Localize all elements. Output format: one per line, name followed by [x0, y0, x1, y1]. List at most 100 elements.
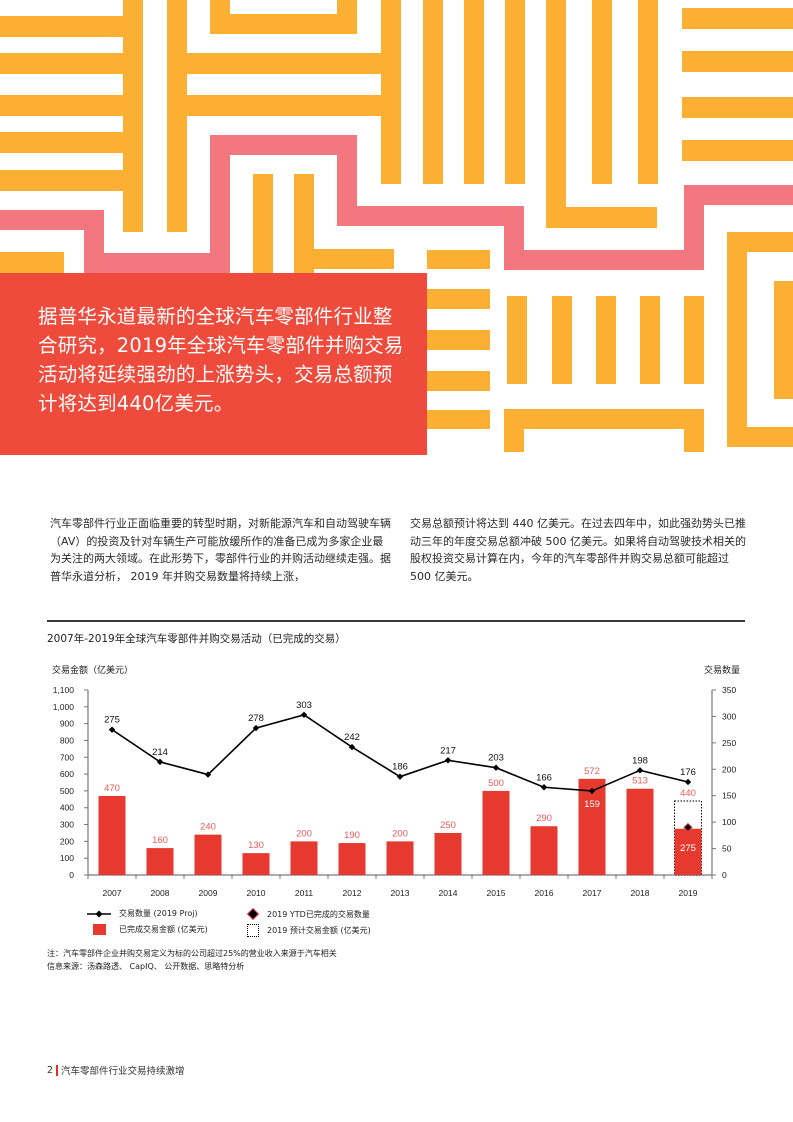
- line-value-label: 214: [152, 747, 168, 758]
- left-axis-tick: 200: [60, 836, 74, 846]
- legend-label-deal-count: 交易数量 (2019 Proj): [119, 909, 198, 918]
- line-marker-icon: [87, 910, 111, 917]
- bar: [242, 853, 270, 875]
- x-axis-label: 2013: [391, 888, 410, 898]
- dotted-box-icon: [247, 924, 259, 937]
- projected-value-label: 440: [680, 788, 696, 799]
- hero-text: 据普华永道最新的全球汽车零部件行业整合研究，2019年全球汽车零部件并购交易活动…: [38, 305, 404, 415]
- bar-value-label: 200: [392, 828, 408, 839]
- line-value-label: 203: [488, 753, 504, 764]
- left-axis-tick: 0: [69, 870, 74, 880]
- line-value-label: 166: [536, 772, 552, 783]
- bar: [434, 832, 462, 875]
- line-value-label: 278: [248, 713, 264, 724]
- x-axis-label: 2018: [631, 888, 650, 898]
- line-value-label: 275: [104, 715, 120, 726]
- line-value-label: 186: [392, 762, 408, 773]
- legend-item-deal-value: 已完成交易金额 (亿美元): [87, 924, 208, 935]
- right-axis-tick: 50: [722, 844, 732, 854]
- line-point: [396, 773, 404, 780]
- line-value-label: 242: [344, 732, 360, 743]
- right-axis-tick: 150: [722, 791, 736, 801]
- bar-value-label: 275: [680, 843, 696, 854]
- bar-value-label: 200: [296, 828, 312, 839]
- chart-legend: 交易数量 (2019 Proj) 已完成交易金额 (亿美元) 2019 YTD已…: [87, 908, 487, 942]
- left-axis-tick: 700: [60, 752, 74, 762]
- line-point: [156, 758, 164, 766]
- bar: [530, 826, 558, 875]
- bar: [482, 790, 510, 875]
- chart-note: 注：汽车零部件企业并购交易定义为标的公司超过25%的营业收入来源于汽车相关: [47, 949, 337, 958]
- page-footer: 2 汽车零部件行业交易持续激增: [47, 1063, 185, 1077]
- line-value-label: 198: [632, 755, 648, 766]
- bar-value-label: 500: [488, 778, 504, 789]
- line-point: [300, 711, 308, 719]
- decorative-maze-pattern: [0, 0, 793, 452]
- left-axis-tick: 400: [60, 803, 74, 813]
- bar-value-label: 160: [152, 835, 168, 846]
- line-value-label: 303: [296, 700, 312, 711]
- bar-value-label: 130: [248, 840, 264, 851]
- left-axis-tick: 900: [60, 719, 74, 729]
- bar-value-label: 290: [536, 813, 552, 824]
- right-axis-tick: 300: [722, 711, 736, 721]
- left-axis-tick: 600: [60, 769, 74, 779]
- legend-item-ytd-count: 2019 YTD已完成的交易数量: [247, 908, 370, 920]
- line-point: [444, 757, 452, 764]
- x-axis-label: 2011: [295, 888, 314, 898]
- bar: [338, 843, 366, 875]
- right-axis-tick: 200: [722, 764, 736, 774]
- section-divider: [47, 620, 745, 622]
- right-axis-tick: 350: [722, 685, 736, 695]
- ytd-diamond-marker: [683, 822, 693, 833]
- footer-title: 汽车零部件行业交易持续激增: [61, 1066, 185, 1077]
- legend-item-deal-count: 交易数量 (2019 Proj): [87, 908, 198, 919]
- x-axis-label: 2009: [199, 888, 218, 898]
- bar: [194, 834, 222, 875]
- chart-title: 2007年-2019年全球汽车零部件并购交易活动（已完成的交易）: [47, 633, 346, 645]
- line-value-label: 159: [584, 799, 600, 810]
- left-axis-tick: 1,000: [53, 702, 75, 712]
- diamond-icon: [247, 908, 259, 920]
- hero-callout-box: 据普华永道最新的全球汽车零部件行业整合研究，2019年全球汽车零部件并购交易活动…: [0, 273, 427, 455]
- right-axis-title: 交易数量: [704, 664, 740, 675]
- bar-value-label: 190: [344, 830, 360, 841]
- right-axis-tick: 0: [722, 870, 727, 880]
- line-point: [540, 784, 548, 791]
- footer-divider: [56, 1064, 59, 1076]
- legend-label-deal-value: 已完成交易金额 (亿美元): [119, 925, 208, 934]
- red-square-icon: [93, 924, 106, 935]
- chart-source: 信息来源：汤森路透、 CapIQ、 公开数据、思略特分析: [47, 962, 245, 971]
- bar: [386, 841, 414, 875]
- body-text-right-column: 交易总额预计将达到 440 亿美元。在过去四年中，如此强劲势头已推动三年的年度交…: [410, 517, 746, 583]
- right-axis-tick: 250: [722, 738, 736, 748]
- x-axis-label: 2016: [535, 888, 554, 898]
- legend-item-projected-value: 2019 预计交易金额 (亿美元): [247, 924, 371, 937]
- line-point: [684, 778, 692, 786]
- left-axis-title: 交易金额（亿美元）: [52, 664, 133, 675]
- left-axis-tick: 800: [60, 735, 74, 745]
- bar-value-label: 513: [632, 776, 648, 787]
- x-axis-label: 2007: [103, 888, 122, 898]
- x-axis-label: 2008: [151, 888, 170, 898]
- bar: [578, 778, 606, 875]
- right-axis-tick: 100: [722, 817, 736, 827]
- left-axis-tick: 1,100: [53, 685, 75, 695]
- line-point: [492, 764, 500, 771]
- legend-label-ytd-count: 2019 YTD已完成的交易数量: [267, 909, 370, 919]
- x-axis-label: 2010: [247, 888, 266, 898]
- bar: [674, 828, 702, 875]
- x-axis-label: 2017: [583, 888, 602, 898]
- x-axis-label: 2014: [439, 888, 458, 898]
- x-axis-label: 2015: [487, 888, 506, 898]
- line-point: [108, 726, 116, 733]
- bar: [146, 848, 174, 875]
- bar: [626, 788, 654, 875]
- bar-value-label: 240: [200, 822, 216, 833]
- line-point: [348, 743, 356, 751]
- line-value-label: 176: [680, 767, 696, 778]
- mna-activity-chart: 交易金额（亿美元） 交易数量010020030040050060070080090…: [52, 664, 740, 898]
- x-axis-label: 2019: [679, 888, 698, 898]
- left-axis-tick: 500: [60, 786, 74, 796]
- line-value-label: 217: [440, 745, 456, 756]
